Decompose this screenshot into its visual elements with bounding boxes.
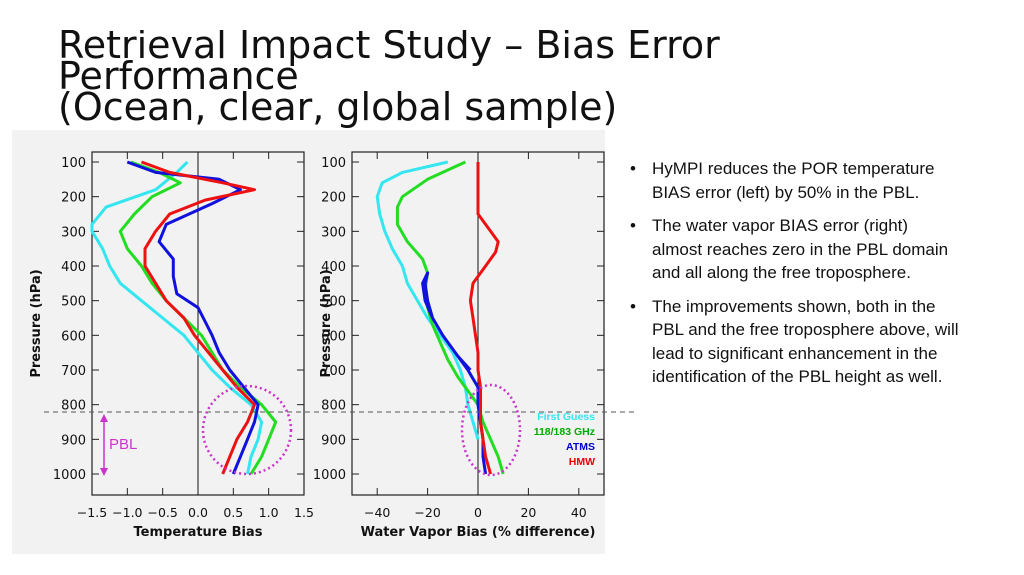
y-tick-label: 500: [321, 295, 346, 310]
y-tick-label: 700: [61, 364, 86, 379]
x-axis-label: Water Vapor Bias (% difference): [361, 525, 596, 540]
legend-atms: ATMS: [566, 441, 595, 453]
x-tick-label: 40: [571, 505, 587, 520]
x-tick-label: 0.0: [188, 505, 208, 520]
bullet-item: HyMPI reduces the POR temperature BIAS e…: [630, 157, 960, 204]
title-line: Retrieval Impact Study – Bias Error: [58, 30, 720, 67]
y-tick-label: 800: [61, 399, 86, 414]
y-tick-label: 500: [61, 295, 86, 310]
bias-figure: 100 200 300 400 500 600 700 800 900 1000 −1.5 −1.0−…: [12, 130, 605, 554]
pbl-label: PBL: [109, 436, 138, 453]
chart-legend: First Guess 118/183 GHz ATMS HMW: [523, 410, 595, 470]
series-line-mw: [395, 160, 505, 475]
x-tick-label: 0: [474, 505, 482, 520]
bullet-item: The improvements shown, both in the PBL …: [630, 295, 960, 389]
chart-panel-1: 100 200 300 400 500 600 700 800 900 1000 −1.5 −1.0−…: [29, 151, 314, 540]
y-tick-label: 100: [61, 156, 86, 171]
slide-title: Retrieval Impact Study – Bias Error Perf…: [58, 30, 778, 130]
legend-first-guess: First Guess: [537, 411, 595, 423]
y-axis-label: Pressure (hPa): [319, 269, 334, 377]
x-tick-label: −20: [414, 505, 440, 520]
y-tick-label: 1000: [313, 468, 346, 483]
legend-hmw: HMW: [568, 456, 595, 468]
y-tick-label: 600: [321, 329, 346, 344]
x-tick-label: −40: [364, 505, 390, 520]
y-tick-label: 400: [61, 260, 86, 275]
y-tick-label: 300: [321, 225, 346, 240]
y-tick-label: 200: [321, 191, 346, 206]
series-line-atms: [126, 160, 260, 475]
title-line: (Ocean, clear, global sample): [58, 85, 618, 129]
bullet-list: HyMPI reduces the POR temperature BIAS e…: [630, 157, 960, 399]
y-tick-label: 300: [61, 225, 86, 240]
chart-panel-2: 100 200 300 400 500 600 700 800 900 1000 −40 −20 0 20…: [313, 151, 605, 540]
y-tick-label: 800: [321, 399, 346, 414]
x-tick-label: 1.5: [294, 505, 314, 520]
bullet-item: The water vapor BIAS error (right) almos…: [630, 214, 960, 285]
y-tick-label: 200: [61, 191, 86, 206]
x-tick-label: −1.5: [77, 505, 107, 520]
series-line-first_guess: [90, 160, 264, 475]
y-axis-label: Pressure (hPa): [29, 269, 44, 377]
title-line: Performance: [58, 54, 299, 98]
y-tick-label: 400: [321, 260, 346, 275]
x-tick-label: 0.5: [223, 505, 243, 520]
y-tick-label: 600: [61, 329, 86, 344]
y-tick-label: 100: [321, 156, 346, 171]
y-tick-label: 900: [321, 433, 346, 448]
x-tick-label: −0.5: [147, 505, 177, 520]
y-tick-label: 700: [321, 364, 346, 379]
x-tick-label: 20: [520, 505, 536, 520]
x-tick-label: −1.0: [112, 505, 142, 520]
x-tick-label: 1.0: [259, 505, 279, 520]
x-axis-label: Temperature Bias: [134, 525, 263, 540]
legend-mw: 118/183 GHz: [533, 426, 595, 438]
y-tick-label: 1000: [53, 468, 86, 483]
y-tick-label: 900: [61, 433, 86, 448]
